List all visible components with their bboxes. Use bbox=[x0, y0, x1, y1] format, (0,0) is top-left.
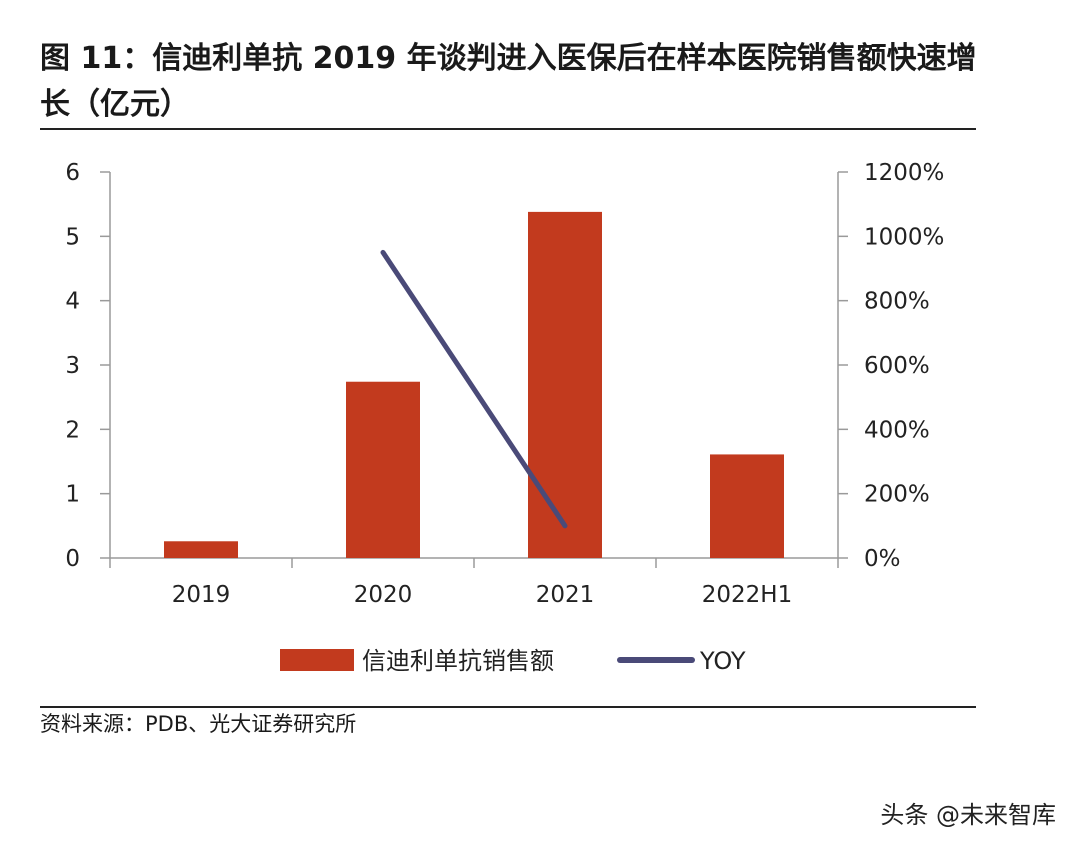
y-left-tick-label: 3 bbox=[65, 353, 80, 379]
legend-label-yoy: YOY bbox=[699, 647, 746, 675]
y-right-tick-label: 1000% bbox=[864, 224, 944, 250]
legend-label-sales: 信迪利单抗销售额 bbox=[362, 647, 554, 675]
y-right-tick-label: 600% bbox=[864, 353, 930, 379]
watermark: 头条 @未来智库 bbox=[880, 795, 1056, 830]
y-left-tick-label: 0 bbox=[65, 546, 80, 572]
bar-sales bbox=[528, 211, 602, 558]
y-left-tick-label: 6 bbox=[65, 160, 80, 186]
source-divider bbox=[40, 706, 976, 708]
y-left-tick-label: 1 bbox=[65, 482, 80, 508]
y-right-tick-label: 800% bbox=[864, 289, 930, 315]
y-right-tick-label: 200% bbox=[864, 482, 930, 508]
combo-chart: 0 1 2 3 4 5 6 0% 200% 400% 600% 800% 1000% 1200% 2019 2… bbox=[65, 160, 944, 675]
x-tick-label: 2021 bbox=[536, 582, 595, 608]
y-left-tick-label: 5 bbox=[65, 224, 80, 250]
y-right-tick-label: 1200% bbox=[864, 160, 944, 186]
bar-sales bbox=[346, 381, 420, 558]
watermark-text: 头条 @未来智库 bbox=[880, 801, 1056, 829]
bar-sales bbox=[710, 454, 784, 558]
x-tick-label: 2019 bbox=[172, 582, 231, 608]
bar-sales bbox=[164, 541, 238, 558]
y-right-tick-label: 400% bbox=[864, 417, 930, 443]
chart-title: 图 11：信迪利单抗 2019 年谈判进入医保后在样本医院销售额快速增长（亿元） bbox=[40, 41, 977, 122]
y-right-tick-label: 0% bbox=[864, 546, 901, 572]
x-tick-label: 2022H1 bbox=[702, 582, 792, 608]
y-left-tick-label: 2 bbox=[65, 417, 80, 443]
legend-swatch-sales bbox=[280, 649, 354, 671]
title-divider bbox=[40, 128, 976, 130]
line-yoy bbox=[380, 249, 568, 529]
source-note: 资料来源：PDB、光大证券研究所 bbox=[40, 712, 357, 736]
y-left-tick-label: 4 bbox=[65, 289, 80, 315]
x-tick-label: 2020 bbox=[354, 582, 413, 608]
